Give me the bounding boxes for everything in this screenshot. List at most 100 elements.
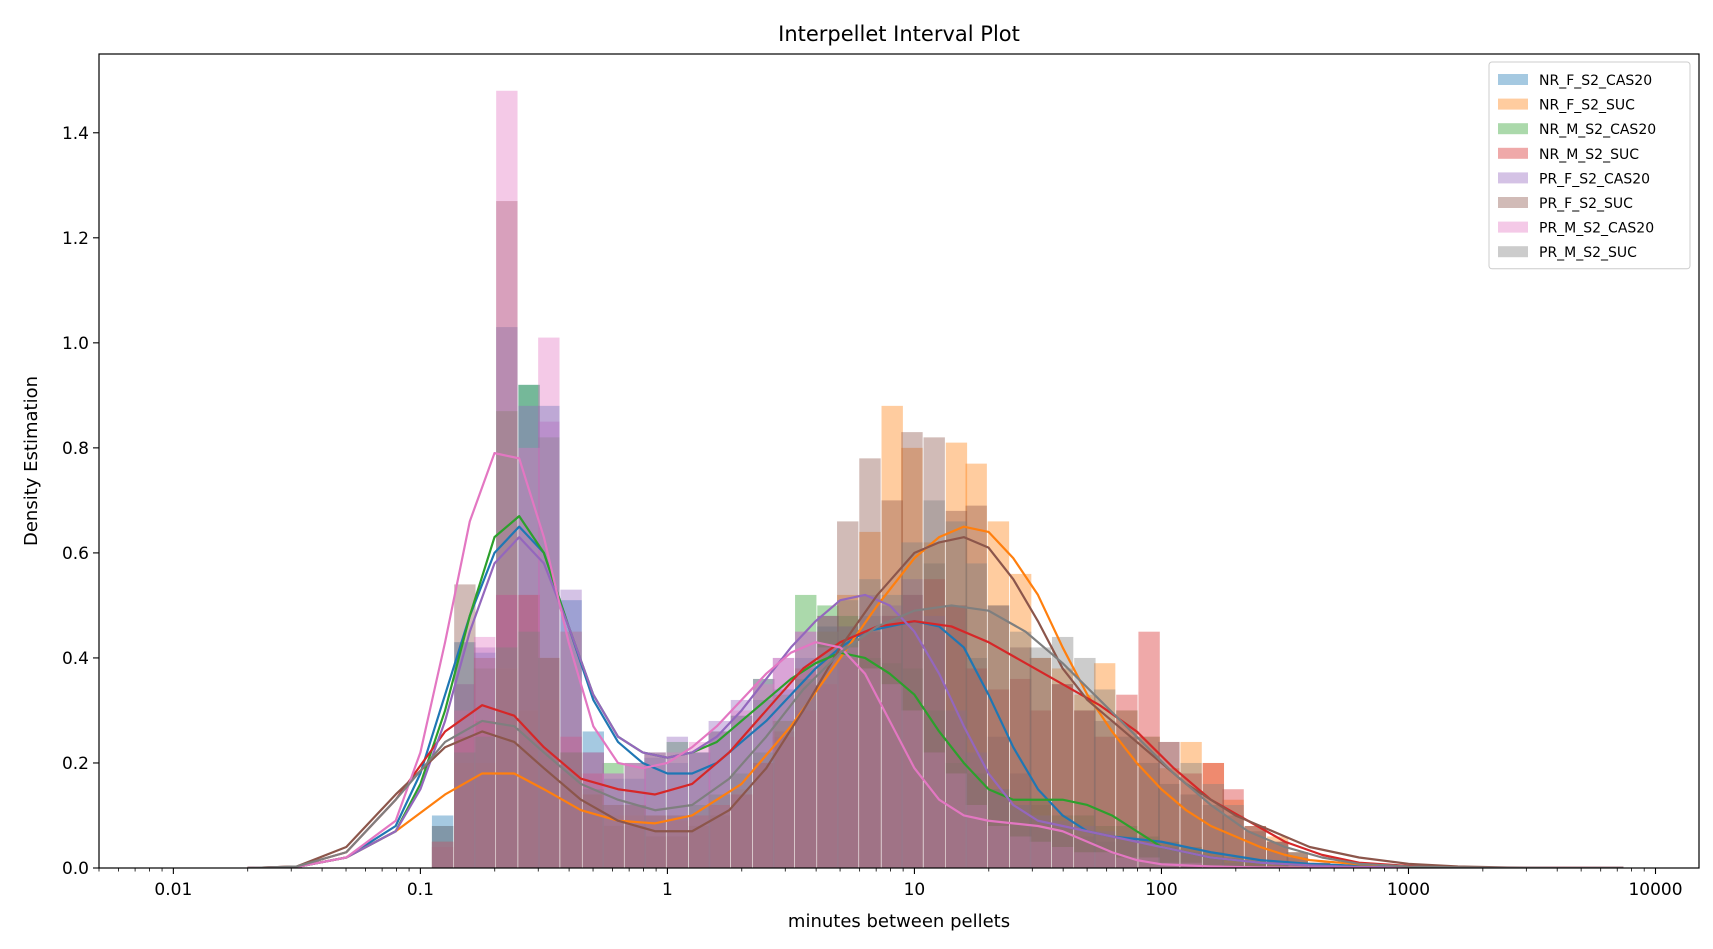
histogram-bar (859, 458, 881, 868)
histogram-bar (1158, 846, 1180, 868)
histogram-bar (730, 715, 753, 868)
histogram-bar (496, 90, 518, 868)
x-tick-label: 0.1 (407, 880, 434, 900)
histogram-bar (965, 657, 987, 868)
legend-label: NR_F_S2_CAS20 (1539, 73, 1652, 89)
kde-line-PR_M_S2_CAS20 (247, 452, 1624, 868)
histogram-bar (817, 626, 839, 868)
histogram-bar (473, 657, 496, 868)
legend-box (1488, 61, 1691, 270)
histogram-bar (1029, 657, 1052, 868)
histogram-bar (624, 762, 646, 868)
y-tick-label: 0.4 (62, 649, 89, 669)
y-tick-label: 0.0 (62, 859, 89, 879)
histogram-bar (965, 804, 987, 868)
histogram-bar (496, 594, 518, 868)
histogram-bar (1116, 857, 1138, 868)
histogram-bar (666, 752, 688, 868)
histogram-bar (1116, 836, 1138, 868)
y-tick-label: 0.6 (62, 544, 89, 564)
histogram-bar (987, 521, 1010, 868)
histogram-bar (837, 626, 859, 868)
histogram-bar (837, 521, 859, 868)
y-axis: 0.0 0.2 0.4 0.6 0.8 1.0 1.2 1.4 (62, 124, 99, 879)
histogram-bar (560, 589, 582, 868)
histogram-bar (859, 668, 881, 868)
histogram-bar (859, 657, 881, 868)
histogram-bar (795, 657, 817, 868)
histogram-bar (1029, 657, 1052, 868)
histogram-bar (859, 531, 881, 868)
histogram-bar (1029, 799, 1052, 868)
legend-swatch (1498, 197, 1528, 208)
histogram-bar (795, 631, 817, 868)
histogram-bar (708, 794, 730, 868)
histogram-bar (1009, 804, 1032, 868)
x-axis-label: minutes between pellets (788, 911, 1010, 932)
histogram-bar (560, 736, 582, 868)
histogram-bar (473, 668, 496, 868)
histogram-bar (772, 736, 795, 868)
histogram-bar (859, 631, 881, 868)
histogram-bar (901, 542, 923, 868)
histogram-bar (1029, 841, 1052, 868)
legend-label: PR_F_S2_SUC (1539, 196, 1633, 212)
legend-swatch (1498, 221, 1528, 233)
histogram-bar (602, 773, 624, 868)
histogram-bar (1222, 862, 1244, 868)
histogram-bar (753, 699, 775, 868)
legend-swatch (1498, 147, 1528, 159)
histogram-bar (602, 778, 624, 868)
histogram-bar (473, 762, 496, 868)
histogram-bar (772, 720, 795, 868)
histogram-bar (1202, 857, 1225, 868)
histogram-bar (817, 631, 839, 868)
histogram-bar (987, 825, 1010, 868)
histogram-bar (772, 657, 795, 868)
histogram-bar (923, 500, 945, 868)
legend-swatch (1498, 98, 1528, 110)
histogram-bar (730, 710, 753, 868)
histogram-bar (496, 411, 518, 868)
histogram-bar (1074, 657, 1096, 868)
histogram-bar (817, 647, 839, 868)
histogram-bar (730, 715, 753, 868)
histogram-bar (602, 825, 624, 868)
histogram-bar (1180, 773, 1202, 868)
histogram-bar (945, 762, 968, 868)
histogram-bar (431, 825, 454, 868)
histogram-bar (730, 794, 753, 868)
histogram-bar (901, 668, 923, 868)
histogram-bar (795, 684, 817, 868)
histogram-bar (496, 327, 518, 868)
histogram-bar (901, 579, 923, 868)
histogram-bar (666, 815, 688, 868)
histogram-bar (431, 841, 454, 868)
series-group (247, 90, 1624, 868)
histogram-bar (987, 605, 1010, 868)
histogram-bar (1029, 647, 1052, 868)
y-tick-label: 1.0 (62, 334, 89, 354)
kde-line-PR_F_S2_SUC (247, 536, 1624, 868)
legend-swatch (1498, 123, 1528, 135)
histogram-bar (859, 579, 881, 868)
histogram-bar (881, 594, 903, 868)
histogram-bar (945, 605, 968, 868)
histogram-bar (730, 794, 753, 868)
histogram-bar (1029, 804, 1052, 868)
histogram-bar (965, 463, 987, 868)
histogram-bar (538, 657, 560, 868)
histogram-bar (1074, 825, 1096, 868)
histogram-bar (1093, 689, 1116, 868)
histogram-bar (518, 631, 540, 868)
histogram-bar (666, 836, 688, 868)
y-tick-label: 1.2 (62, 229, 89, 249)
histogram-bar (837, 626, 859, 868)
y-tick-label: 1.4 (62, 124, 89, 144)
histogram-bar (945, 510, 968, 868)
histogram-bar (454, 710, 476, 868)
histogram-bar (901, 447, 923, 868)
histogram-bar (881, 684, 903, 868)
